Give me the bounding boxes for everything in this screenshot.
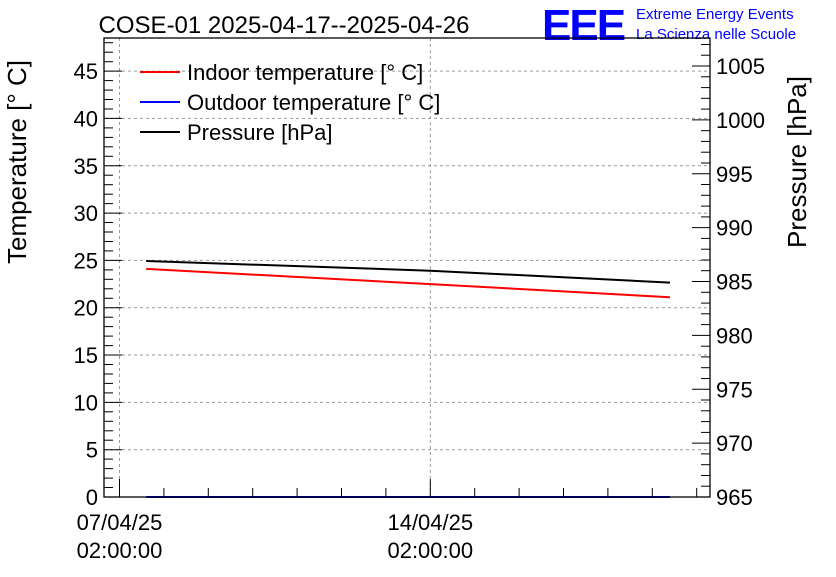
y-tick-label: 15	[74, 343, 98, 368]
y-tick-label: 10	[74, 390, 98, 415]
x-tick-label-time: 02:00:00	[387, 538, 473, 563]
legend: Indoor temperature [° C] Outdoor tempera…	[140, 60, 440, 145]
y2-tick-label: 1000	[716, 108, 765, 133]
y2-tick-label: 1005	[716, 54, 765, 79]
legend-outdoor-label: Outdoor temperature [° C]	[187, 90, 440, 115]
logo-line1: Extreme Energy Events	[636, 6, 794, 23]
axis-tick-labels: 0 5 10 15 20 25 30 35 40 45 965 970 975 980 985 990 995 1…	[74, 54, 765, 563]
y-tick-label: 35	[74, 154, 98, 179]
y2-tick-label: 975	[716, 377, 753, 402]
y-tick-label: 25	[74, 248, 98, 273]
axis-ticks	[104, 42, 710, 498]
y2-axis-title: Pressure [hPa]	[782, 76, 812, 248]
y2-tick-label: 980	[716, 323, 753, 348]
x-tick-label-date: 07/04/25	[77, 510, 163, 535]
series-line-2	[146, 260, 671, 284]
y-tick-label: 0	[86, 485, 98, 510]
y2-tick-label: 995	[716, 162, 753, 187]
logo-mark: EEE	[542, 1, 625, 50]
y-tick-label: 5	[86, 438, 98, 463]
x-tick-label-time: 02:00:00	[77, 538, 163, 563]
y2-tick-label: 990	[716, 216, 753, 241]
grid-lines	[104, 38, 710, 497]
y-tick-label: 20	[74, 296, 98, 321]
legend-indoor-label: Indoor temperature [° C]	[187, 60, 423, 85]
y2-tick-label: 985	[716, 270, 753, 295]
plot-frame	[103, 37, 711, 498]
legend-pressure-label: Pressure [hPa]	[187, 120, 333, 145]
y-tick-label: 30	[74, 201, 98, 226]
series-lines	[146, 260, 671, 498]
y2-tick-label: 965	[716, 485, 753, 510]
eee-logo: EEE Extreme Energy Events La Scienza nel…	[542, 1, 796, 50]
logo-line2: La Scienza nelle Scuole	[636, 26, 796, 43]
chart-title: COSE-01 2025-04-17--2025-04-26	[99, 12, 470, 39]
y-axis-title: Temperature [° C]	[2, 60, 32, 264]
y-tick-label: 45	[74, 59, 98, 84]
y2-tick-label: 970	[716, 431, 753, 456]
y-tick-label: 40	[74, 106, 98, 131]
x-tick-label-date: 14/04/25	[387, 510, 473, 535]
series-line-0	[146, 267, 671, 299]
